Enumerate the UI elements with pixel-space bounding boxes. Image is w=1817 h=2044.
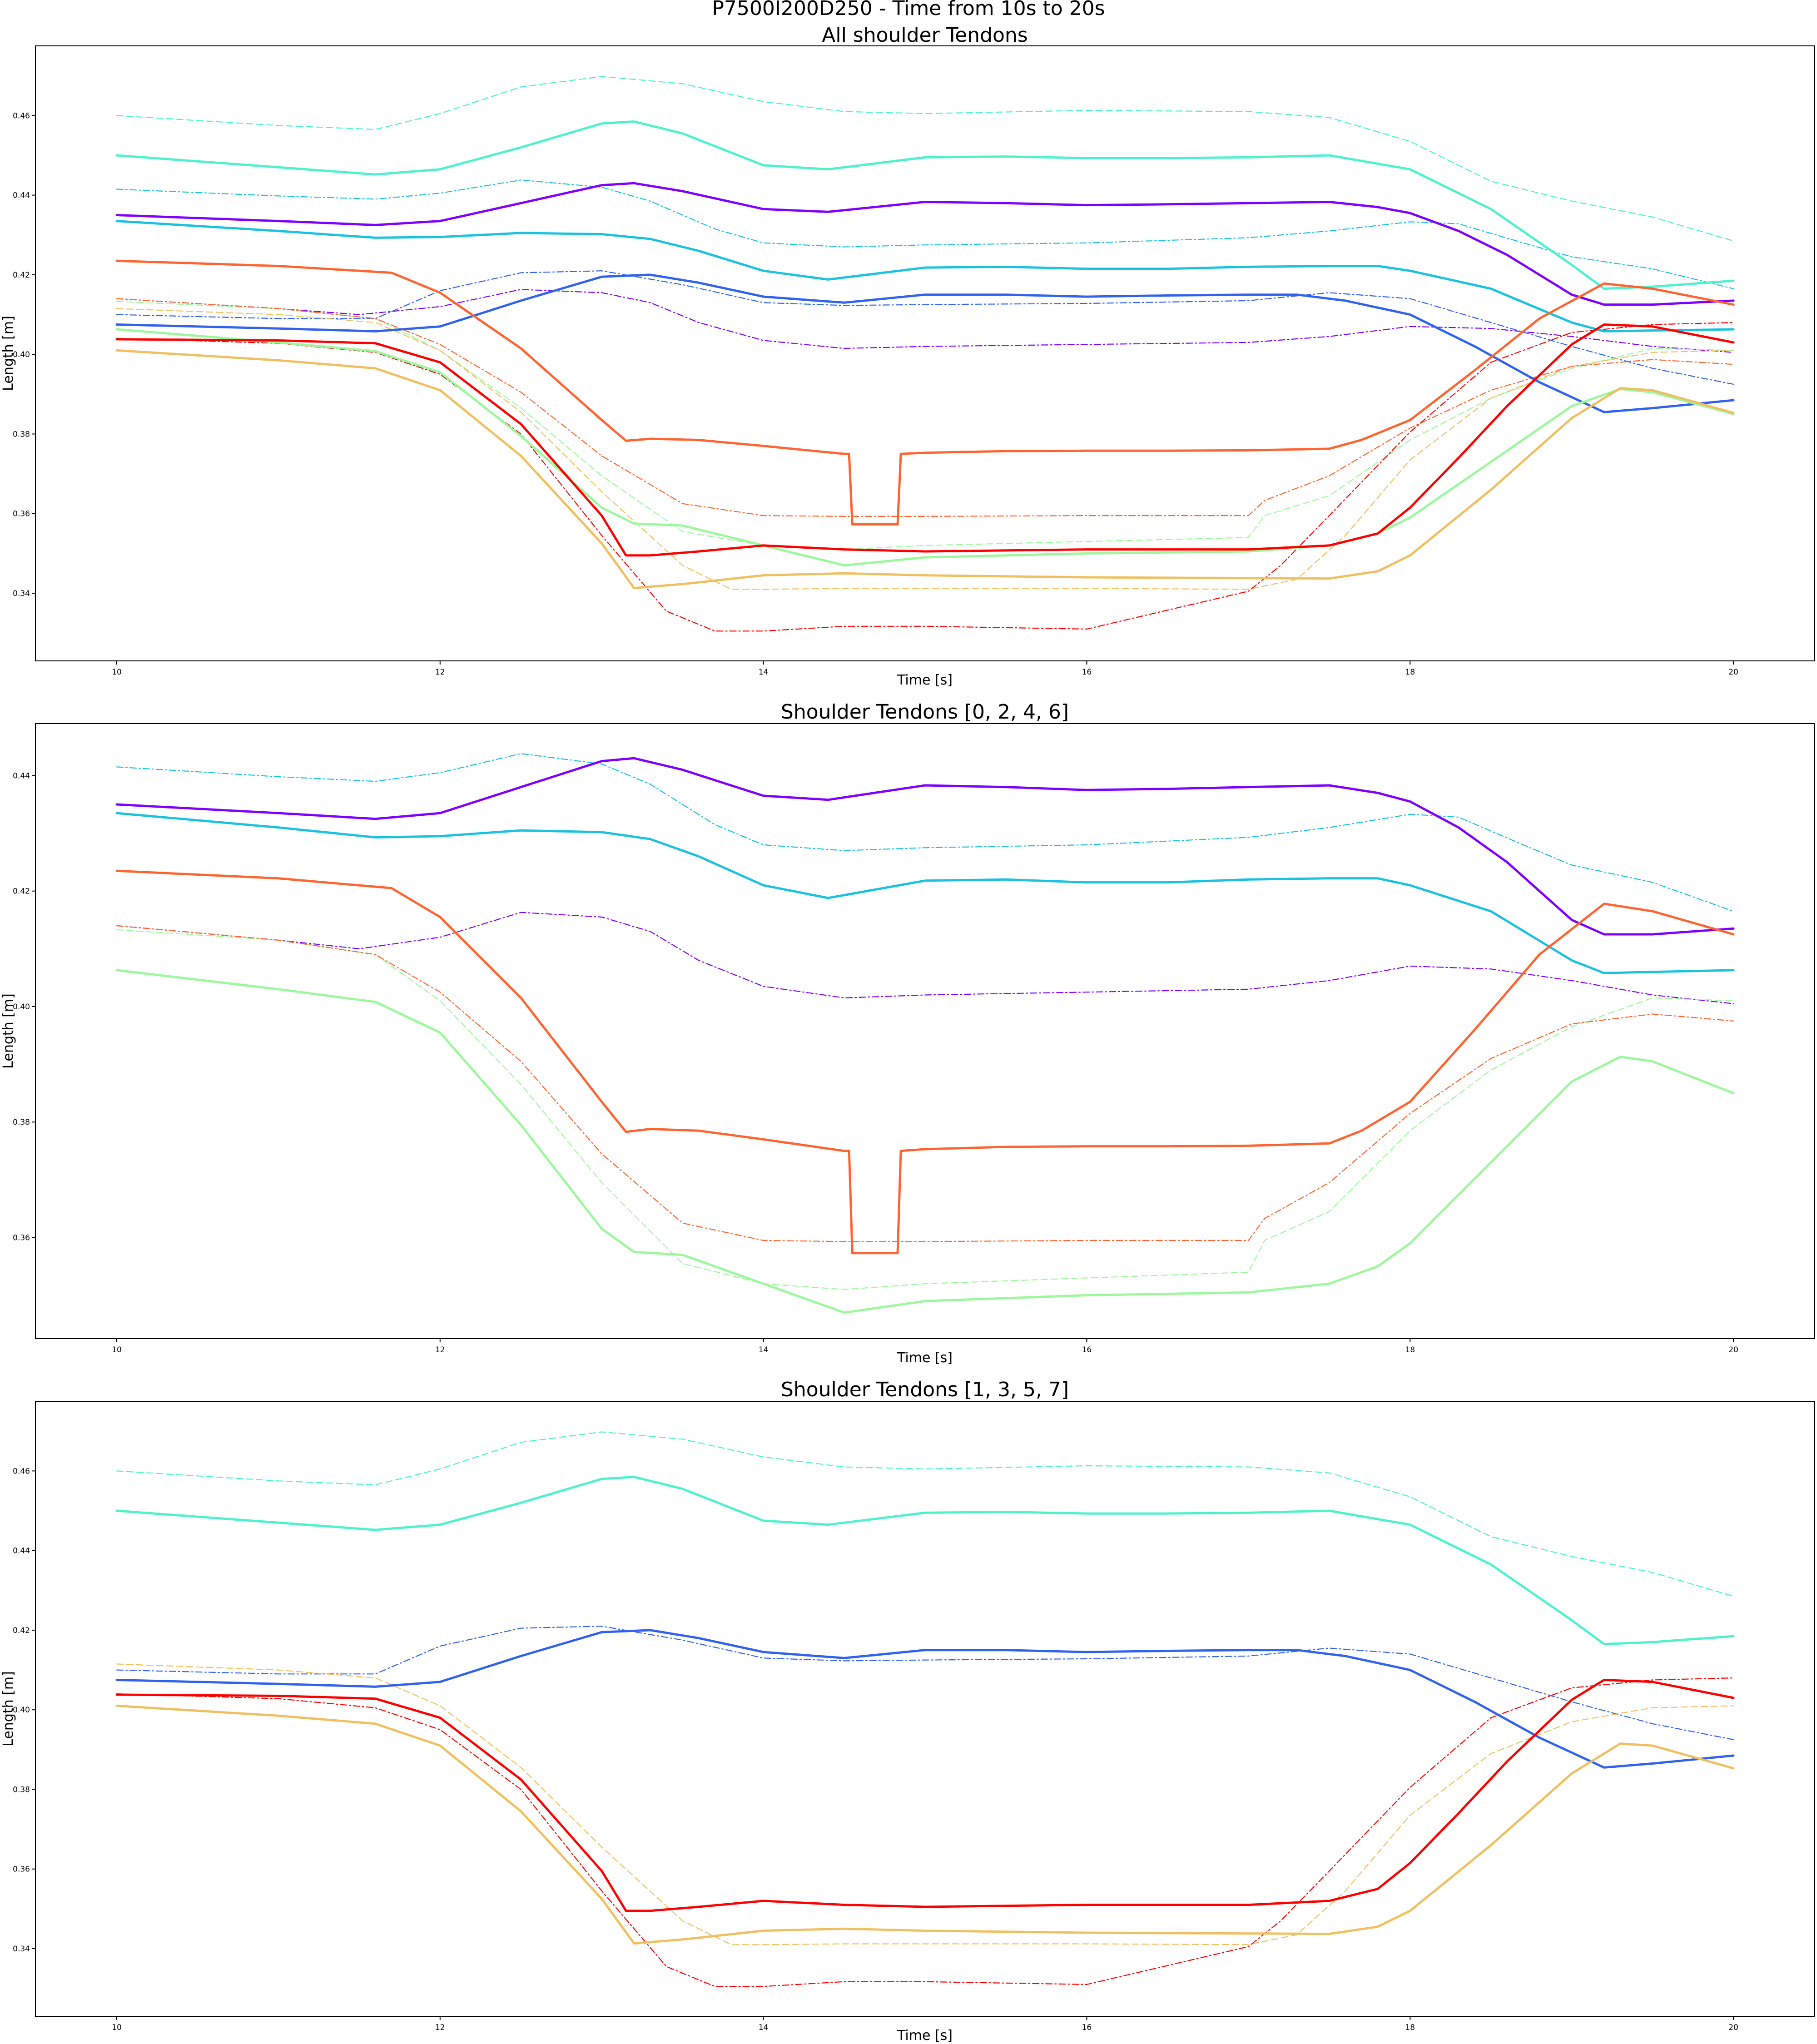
x-tick-label: 12 [435,668,445,677]
series-t4-target [116,301,1734,550]
series-t3-target [116,76,1734,242]
y-tick-label: 0.44 [13,191,30,200]
subplot-title: All shoulder Tendons [822,24,1028,47]
series-t0 [115,182,1735,306]
x-tick-label: 18 [1405,668,1415,677]
series-t5-target [116,1663,1734,1945]
figure-suptitle: P7500I200D250 - Time from 10s to 20s [712,0,1105,20]
x-axis-label: Time [s] [897,2028,953,2044]
y-axis-label: Length [m] [0,993,16,1069]
y-tick-label: 0.40 [13,1706,30,1715]
y-tick-label: 0.46 [13,1467,30,1476]
plot-frame [35,45,1815,661]
series-t6-target [116,298,1734,517]
series-t1 [115,1629,1735,1769]
y-tick-label: 0.42 [13,271,30,280]
series-t3 [115,120,1735,290]
x-tick-label: 18 [1405,2023,1415,2032]
series-t5 [115,349,1735,590]
y-tick-label: 0.40 [13,1002,30,1012]
series-t2-target [116,753,1734,912]
series-t1 [115,273,1735,413]
series-t7-target [116,322,1734,632]
y-tick-label: 0.34 [13,589,30,598]
series-t7-target [116,1677,1734,1987]
y-tick-label: 0.36 [13,510,30,519]
y-tick-label: 0.36 [13,1865,30,1874]
series-t0-target [116,912,1734,1004]
x-tick-label: 16 [1082,2023,1092,2032]
series-t7 [115,1679,1735,1912]
x-axis-label: Time [s] [897,1350,953,1366]
plot-frame [35,1401,1815,2017]
x-tick-label: 18 [1405,1345,1415,1354]
y-tick-label: 0.42 [13,1626,30,1635]
x-tick-label: 20 [1728,668,1738,677]
y-tick-label: 0.42 [13,887,30,896]
x-tick-label: 10 [112,668,122,677]
series-t4-target [116,929,1734,1290]
series-t2 [115,220,1735,332]
subplot-all-tendons: All shoulder Tendons 10 12 14 16 18 20 0.34 0.3… [0,24,1815,688]
x-tick-label: 10 [112,2023,122,2032]
series-t5-target [116,308,1734,590]
x-tick-label: 20 [1728,2023,1738,2032]
subplot-title: Shoulder Tendons [1, 3, 5, 7] [781,1378,1069,1401]
y-tick-label: 0.36 [13,1234,30,1243]
y-tick-label: 0.34 [13,1945,30,1954]
y-tick-label: 0.38 [13,1785,30,1794]
series-t0 [115,757,1735,936]
y-axis-label: Length [m] [0,1671,16,1746]
y-tick-label: 0.44 [13,771,30,780]
series-t4 [115,328,1735,567]
series-t6 [115,869,1735,1255]
y-tick-label: 0.38 [13,1118,30,1127]
plot-frame [35,723,1815,1339]
y-tick-label: 0.46 [13,111,30,120]
x-tick-label: 20 [1728,1345,1738,1354]
x-tick-label: 12 [435,2023,445,2032]
series-t2 [115,812,1735,974]
series-t6 [115,259,1735,526]
x-tick-label: 12 [435,1345,445,1354]
series-t1-target [116,270,1734,385]
series-t2-target [116,179,1734,289]
series-t7 [115,323,1735,557]
x-tick-label: 16 [1082,668,1092,677]
series-t6-target [116,925,1734,1242]
series-t0-target [116,289,1734,353]
y-tick-label: 0.44 [13,1547,30,1556]
y-tick-label: 0.40 [13,350,30,359]
series-t4 [115,969,1735,1314]
y-tick-label: 0.38 [13,430,30,439]
x-tick-label: 14 [759,2023,769,2032]
series-t1-target [116,1626,1734,1740]
subplot-tendons-even: Shoulder Tendons [0, 2, 4, 6] 10 12 14 16 18… [0,700,1815,1366]
y-axis-label: Length [m] [0,316,16,391]
x-tick-label: 14 [759,668,769,677]
x-tick-label: 14 [759,1345,769,1354]
series-t5 [115,1704,1735,1945]
series-t3-target [116,1431,1734,1597]
x-tick-label: 16 [1082,1345,1092,1354]
x-tick-label: 10 [112,1345,122,1354]
subplot-title: Shoulder Tendons [0, 2, 4, 6] [781,700,1069,724]
x-axis-label: Time [s] [897,672,953,688]
subplot-tendons-odd: Shoulder Tendons [1, 3, 5, 7] 10 12 14 16 18… [0,1378,1815,2044]
series-t3 [115,1476,1735,1646]
